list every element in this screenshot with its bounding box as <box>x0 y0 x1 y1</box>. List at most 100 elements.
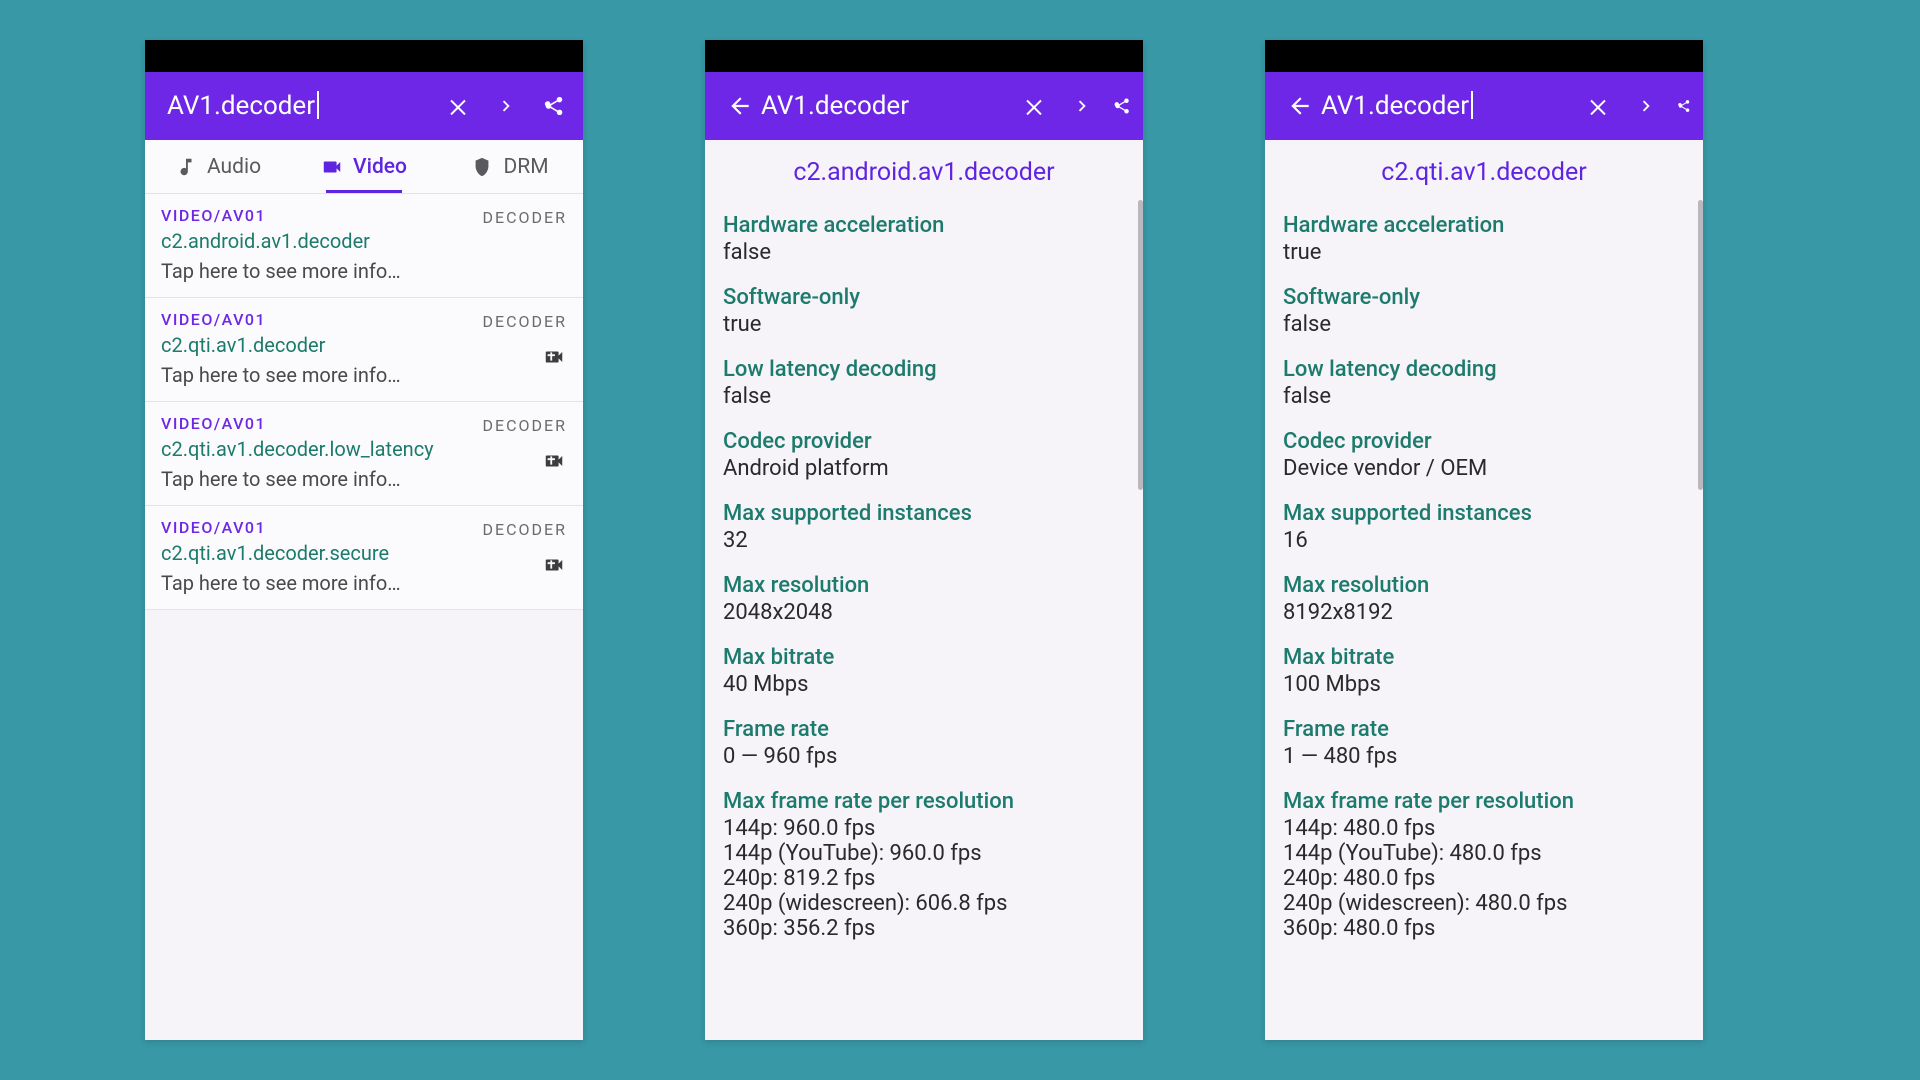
property-key: Max frame rate per resolution <box>1283 789 1685 814</box>
property-value: true <box>1283 240 1685 265</box>
scrollbar[interactable] <box>1138 200 1143 490</box>
property-key: Max resolution <box>723 573 1125 598</box>
app-bar: AV1.decoder <box>145 72 583 140</box>
property-row[interactable]: Max resolution2048x2048 <box>723 563 1125 635</box>
share-icon[interactable] <box>1113 89 1131 123</box>
scrollbar[interactable] <box>1698 200 1703 490</box>
property-row[interactable]: Hardware accelerationfalse <box>723 203 1125 275</box>
codec-badge: DECODER <box>483 520 567 539</box>
next-icon[interactable] <box>1065 89 1099 123</box>
property-key: Max frame rate per resolution <box>723 789 1125 814</box>
property-row[interactable]: Frame rate1 — 480 fps <box>1283 707 1685 779</box>
search-input[interactable]: AV1.decoder <box>757 91 1017 121</box>
property-row[interactable]: Software-onlytrue <box>723 275 1125 347</box>
property-row[interactable]: Max supported instances32 <box>723 491 1125 563</box>
codec-list: VIDEO/AV01 DECODER c2.android.av1.decode… <box>145 194 583 610</box>
property-list: Hardware accelerationfalseSoftware-onlyt… <box>705 203 1143 951</box>
property-list: Hardware accelerationtrueSoftware-onlyfa… <box>1265 203 1703 951</box>
property-row[interactable]: Software-onlyfalse <box>1283 275 1685 347</box>
codec-hint: Tap here to see more info… <box>161 363 567 387</box>
property-row[interactable]: Max frame rate per resolution144p: 960.0… <box>723 779 1125 951</box>
property-value: 1 — 480 fps <box>1283 744 1685 769</box>
tab-drm[interactable]: DRM <box>437 140 583 193</box>
property-value: false <box>723 240 1125 265</box>
property-key: Max bitrate <box>723 645 1125 670</box>
status-bar <box>705 40 1143 72</box>
share-icon[interactable] <box>537 89 571 123</box>
codec-badge: DECODER <box>483 312 567 331</box>
codec-name: c2.qti.av1.decoder <box>161 333 567 357</box>
back-icon[interactable] <box>1283 89 1317 123</box>
property-value: false <box>1283 312 1685 337</box>
property-row[interactable]: Hardware accelerationtrue <box>1283 203 1685 275</box>
property-key: Max bitrate <box>1283 645 1685 670</box>
hardware-icon <box>543 346 565 372</box>
codec-hint: Tap here to see more info… <box>161 467 567 491</box>
property-value: Android platform <box>723 456 1125 481</box>
next-icon[interactable] <box>1629 89 1663 123</box>
tab-video[interactable]: Video <box>291 140 437 193</box>
property-value: true <box>723 312 1125 337</box>
property-row[interactable]: Max frame rate per resolution144p: 480.0… <box>1283 779 1685 951</box>
codec-name: c2.android.av1.decoder <box>161 229 567 253</box>
next-icon[interactable] <box>489 89 523 123</box>
clear-icon[interactable] <box>1017 89 1051 123</box>
screenshot-codec-list: AV1.decoder Audio Video <box>145 40 583 1040</box>
property-key: Software-only <box>1283 285 1685 310</box>
property-value: 100 Mbps <box>1283 672 1685 697</box>
codec-badge: DECODER <box>483 208 567 227</box>
property-row[interactable]: Frame rate0 — 960 fps <box>723 707 1125 779</box>
screenshot-codec-detail-qti: AV1.decoder c2.qti.av1.decoder Hardware … <box>1265 40 1703 1040</box>
list-item[interactable]: VIDEO/AV01 DECODER c2.qti.av1.decoder.lo… <box>145 402 583 506</box>
property-row[interactable]: Max supported instances16 <box>1283 491 1685 563</box>
property-row[interactable]: Max resolution8192x8192 <box>1283 563 1685 635</box>
property-key: Frame rate <box>1283 717 1685 742</box>
tab-label: DRM <box>503 155 548 179</box>
hardware-icon <box>543 554 565 580</box>
search-input[interactable]: AV1.decoder <box>1317 91 1581 121</box>
property-row[interactable]: Max bitrate40 Mbps <box>723 635 1125 707</box>
property-value: 2048x2048 <box>723 600 1125 625</box>
property-key: Low latency decoding <box>1283 357 1685 382</box>
list-item[interactable]: VIDEO/AV01 DECODER c2.qti.av1.decoder.se… <box>145 506 583 610</box>
codec-title: c2.android.av1.decoder <box>705 140 1143 203</box>
property-row[interactable]: Max bitrate100 Mbps <box>1283 635 1685 707</box>
property-value: false <box>723 384 1125 409</box>
tab-label: Video <box>353 155 407 179</box>
property-value: false <box>1283 384 1685 409</box>
property-value: 8192x8192 <box>1283 600 1685 625</box>
back-icon[interactable] <box>723 89 757 123</box>
tab-audio[interactable]: Audio <box>145 140 291 193</box>
property-key: Max resolution <box>1283 573 1685 598</box>
clear-icon[interactable] <box>441 89 475 123</box>
status-bar <box>1265 40 1703 72</box>
property-row[interactable]: Codec providerAndroid platform <box>723 419 1125 491</box>
property-row[interactable]: Codec providerDevice vendor / OEM <box>1283 419 1685 491</box>
property-key: Software-only <box>723 285 1125 310</box>
codec-name: c2.qti.av1.decoder.low_latency <box>161 437 567 461</box>
property-value: 0 — 960 fps <box>723 744 1125 769</box>
property-value: 40 Mbps <box>723 672 1125 697</box>
property-value: 144p: 960.0 fps144p (YouTube): 960.0 fps… <box>723 816 1125 941</box>
property-key: Hardware acceleration <box>723 213 1125 238</box>
codec-hint: Tap here to see more info… <box>161 259 567 283</box>
codec-badge: DECODER <box>483 416 567 435</box>
property-key: Codec provider <box>723 429 1125 454</box>
list-item[interactable]: VIDEO/AV01 DECODER c2.qti.av1.decoder Ta… <box>145 298 583 402</box>
search-input[interactable]: AV1.decoder <box>163 91 441 121</box>
screenshot-codec-detail-android: AV1.decoder c2.android.av1.decoder Hardw… <box>705 40 1143 1040</box>
property-row[interactable]: Low latency decodingfalse <box>723 347 1125 419</box>
property-key: Max supported instances <box>723 501 1125 526</box>
property-key: Codec provider <box>1283 429 1685 454</box>
clear-icon[interactable] <box>1581 89 1615 123</box>
list-item[interactable]: VIDEO/AV01 DECODER c2.android.av1.decode… <box>145 194 583 298</box>
property-row[interactable]: Low latency decodingfalse <box>1283 347 1685 419</box>
tab-label: Audio <box>207 155 261 179</box>
property-value: 144p: 480.0 fps144p (YouTube): 480.0 fps… <box>1283 816 1685 941</box>
codec-name: c2.qti.av1.decoder.secure <box>161 541 567 565</box>
share-icon[interactable] <box>1677 89 1691 123</box>
property-key: Frame rate <box>723 717 1125 742</box>
property-value: 16 <box>1283 528 1685 553</box>
status-bar <box>145 40 583 72</box>
app-bar: AV1.decoder <box>705 72 1143 140</box>
